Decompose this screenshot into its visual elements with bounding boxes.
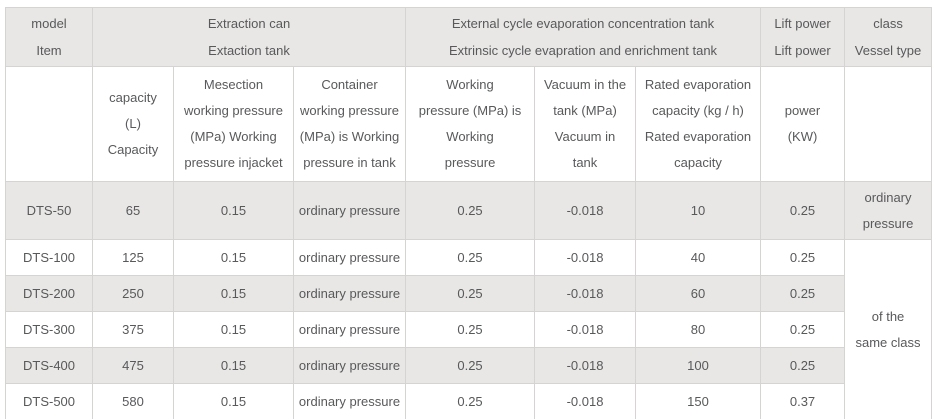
cell-tank-pressure: ordinary pressure — [292, 311, 407, 348]
cell-tank-pressure: ordinary pressure — [292, 383, 407, 419]
subheader-capacity: capacity (L) Capacity — [92, 66, 174, 182]
cell-vacuum: -0.018 — [534, 275, 637, 312]
cell-tank-pressure: ordinary pressure — [292, 275, 407, 312]
cell-rated-capacity: 80 — [635, 311, 762, 348]
cell-rated-capacity: 100 — [635, 347, 762, 384]
cell-vessel-type: ordinary pressure — [844, 181, 933, 240]
cell-jacket-pressure: 0.15 — [173, 383, 294, 419]
cell-working-pressure: 0.25 — [405, 181, 536, 240]
cell-jacket-pressure: 0.15 — [173, 347, 294, 384]
header-extraction-tank: Extraction can Extaction tank — [91, 7, 407, 67]
table-row-dts-500: DTS-500 580 0.15 ordinary pressure 0.25 … — [5, 383, 932, 419]
subheader-power: power (KW) — [760, 66, 846, 182]
cell-model: DTS-200 — [5, 275, 93, 312]
cell-capacity: 125 — [92, 239, 174, 276]
subheader-tank-pressure: Container working pressure (MPa) is Work… — [292, 66, 407, 182]
cell-vacuum: -0.018 — [534, 347, 637, 384]
cell-rated-capacity: 60 — [635, 275, 762, 312]
table-row-dts-300: DTS-300 375 0.15 ordinary pressure 0.25 … — [5, 311, 932, 348]
cell-vacuum: -0.018 — [534, 311, 637, 348]
table-header-row-2: capacity (L) Capacity Mesection working … — [5, 66, 933, 182]
header-model-item: model Item — [5, 7, 93, 67]
subheader-jacket-pressure: Mesection working pressure (MPa) Working… — [173, 66, 294, 182]
cell-power: 0.25 — [760, 181, 846, 240]
cell-jacket-pressure: 0.15 — [173, 311, 294, 348]
table-row-dts-100: DTS-100 125 0.15 ordinary pressure 0.25 … — [5, 239, 933, 419]
subheader-blank-model — [5, 66, 93, 182]
cell-working-pressure: 0.25 — [405, 275, 536, 312]
cell-vacuum: -0.018 — [534, 383, 637, 419]
cell-model: DTS-100 — [5, 239, 93, 276]
cell-model: DTS-50 — [5, 181, 93, 240]
cell-model: DTS-500 — [5, 383, 93, 419]
table-header-row-1: model Item Extraction can Extaction tank… — [5, 7, 933, 67]
cell-jacket-pressure: 0.15 — [173, 181, 294, 240]
cell-working-pressure: 0.25 — [405, 347, 536, 384]
cell-vacuum: -0.018 — [534, 239, 637, 276]
cell-vessel-type-merged: of the same class — [844, 239, 933, 419]
cell-capacity: 375 — [92, 311, 174, 348]
header-vessel-class: class Vessel type — [844, 7, 933, 67]
cell-power: 0.25 — [760, 347, 846, 384]
cell-tank-pressure: ordinary pressure — [292, 181, 407, 240]
cell-jacket-pressure: 0.15 — [173, 275, 294, 312]
cell-rated-capacity: 10 — [635, 181, 762, 240]
cell-power: 0.25 — [760, 311, 846, 348]
cell-model: DTS-400 — [5, 347, 93, 384]
subheader-vacuum: Vacuum in the tank (MPa) Vacuum in tank — [534, 66, 637, 182]
cell-power: 0.37 — [760, 383, 846, 419]
header-lift-power: Lift power Lift power — [760, 7, 846, 67]
cell-capacity: 65 — [92, 181, 174, 240]
table-row-dts-50: DTS-50 65 0.15 ordinary pressure 0.25 -0… — [5, 181, 933, 240]
table-row-dts-200: DTS-200 250 0.15 ordinary pressure 0.25 … — [5, 275, 932, 312]
cell-capacity: 475 — [92, 347, 174, 384]
cell-tank-pressure: ordinary pressure — [292, 347, 407, 384]
cell-tank-pressure: ordinary pressure — [292, 239, 407, 276]
cell-working-pressure: 0.25 — [405, 239, 536, 276]
cell-jacket-pressure: 0.15 — [173, 239, 294, 276]
cell-capacity: 250 — [92, 275, 174, 312]
cell-working-pressure: 0.25 — [405, 311, 536, 348]
cell-power: 0.25 — [760, 275, 846, 312]
cell-working-pressure: 0.25 — [405, 383, 536, 419]
subheader-working-pressure: Working pressure (MPa) is Working pressu… — [405, 66, 536, 182]
product-spec-table: model Item Extraction can Extaction tank… — [5, 7, 933, 419]
cell-model: DTS-300 — [5, 311, 93, 348]
header-external-cycle-tank: External cycle evaporation concentration… — [405, 7, 762, 67]
subheader-rated-capacity: Rated evaporation capacity (kg / h) Rate… — [635, 66, 762, 182]
subheader-blank-class — [844, 66, 933, 182]
cell-power: 0.25 — [760, 239, 846, 276]
cell-rated-capacity: 150 — [635, 383, 762, 419]
cell-rated-capacity: 40 — [635, 239, 762, 276]
table-row-dts-400: DTS-400 475 0.15 ordinary pressure 0.25 … — [5, 347, 932, 384]
cell-capacity: 580 — [92, 383, 174, 419]
cell-vacuum: -0.018 — [534, 181, 637, 240]
